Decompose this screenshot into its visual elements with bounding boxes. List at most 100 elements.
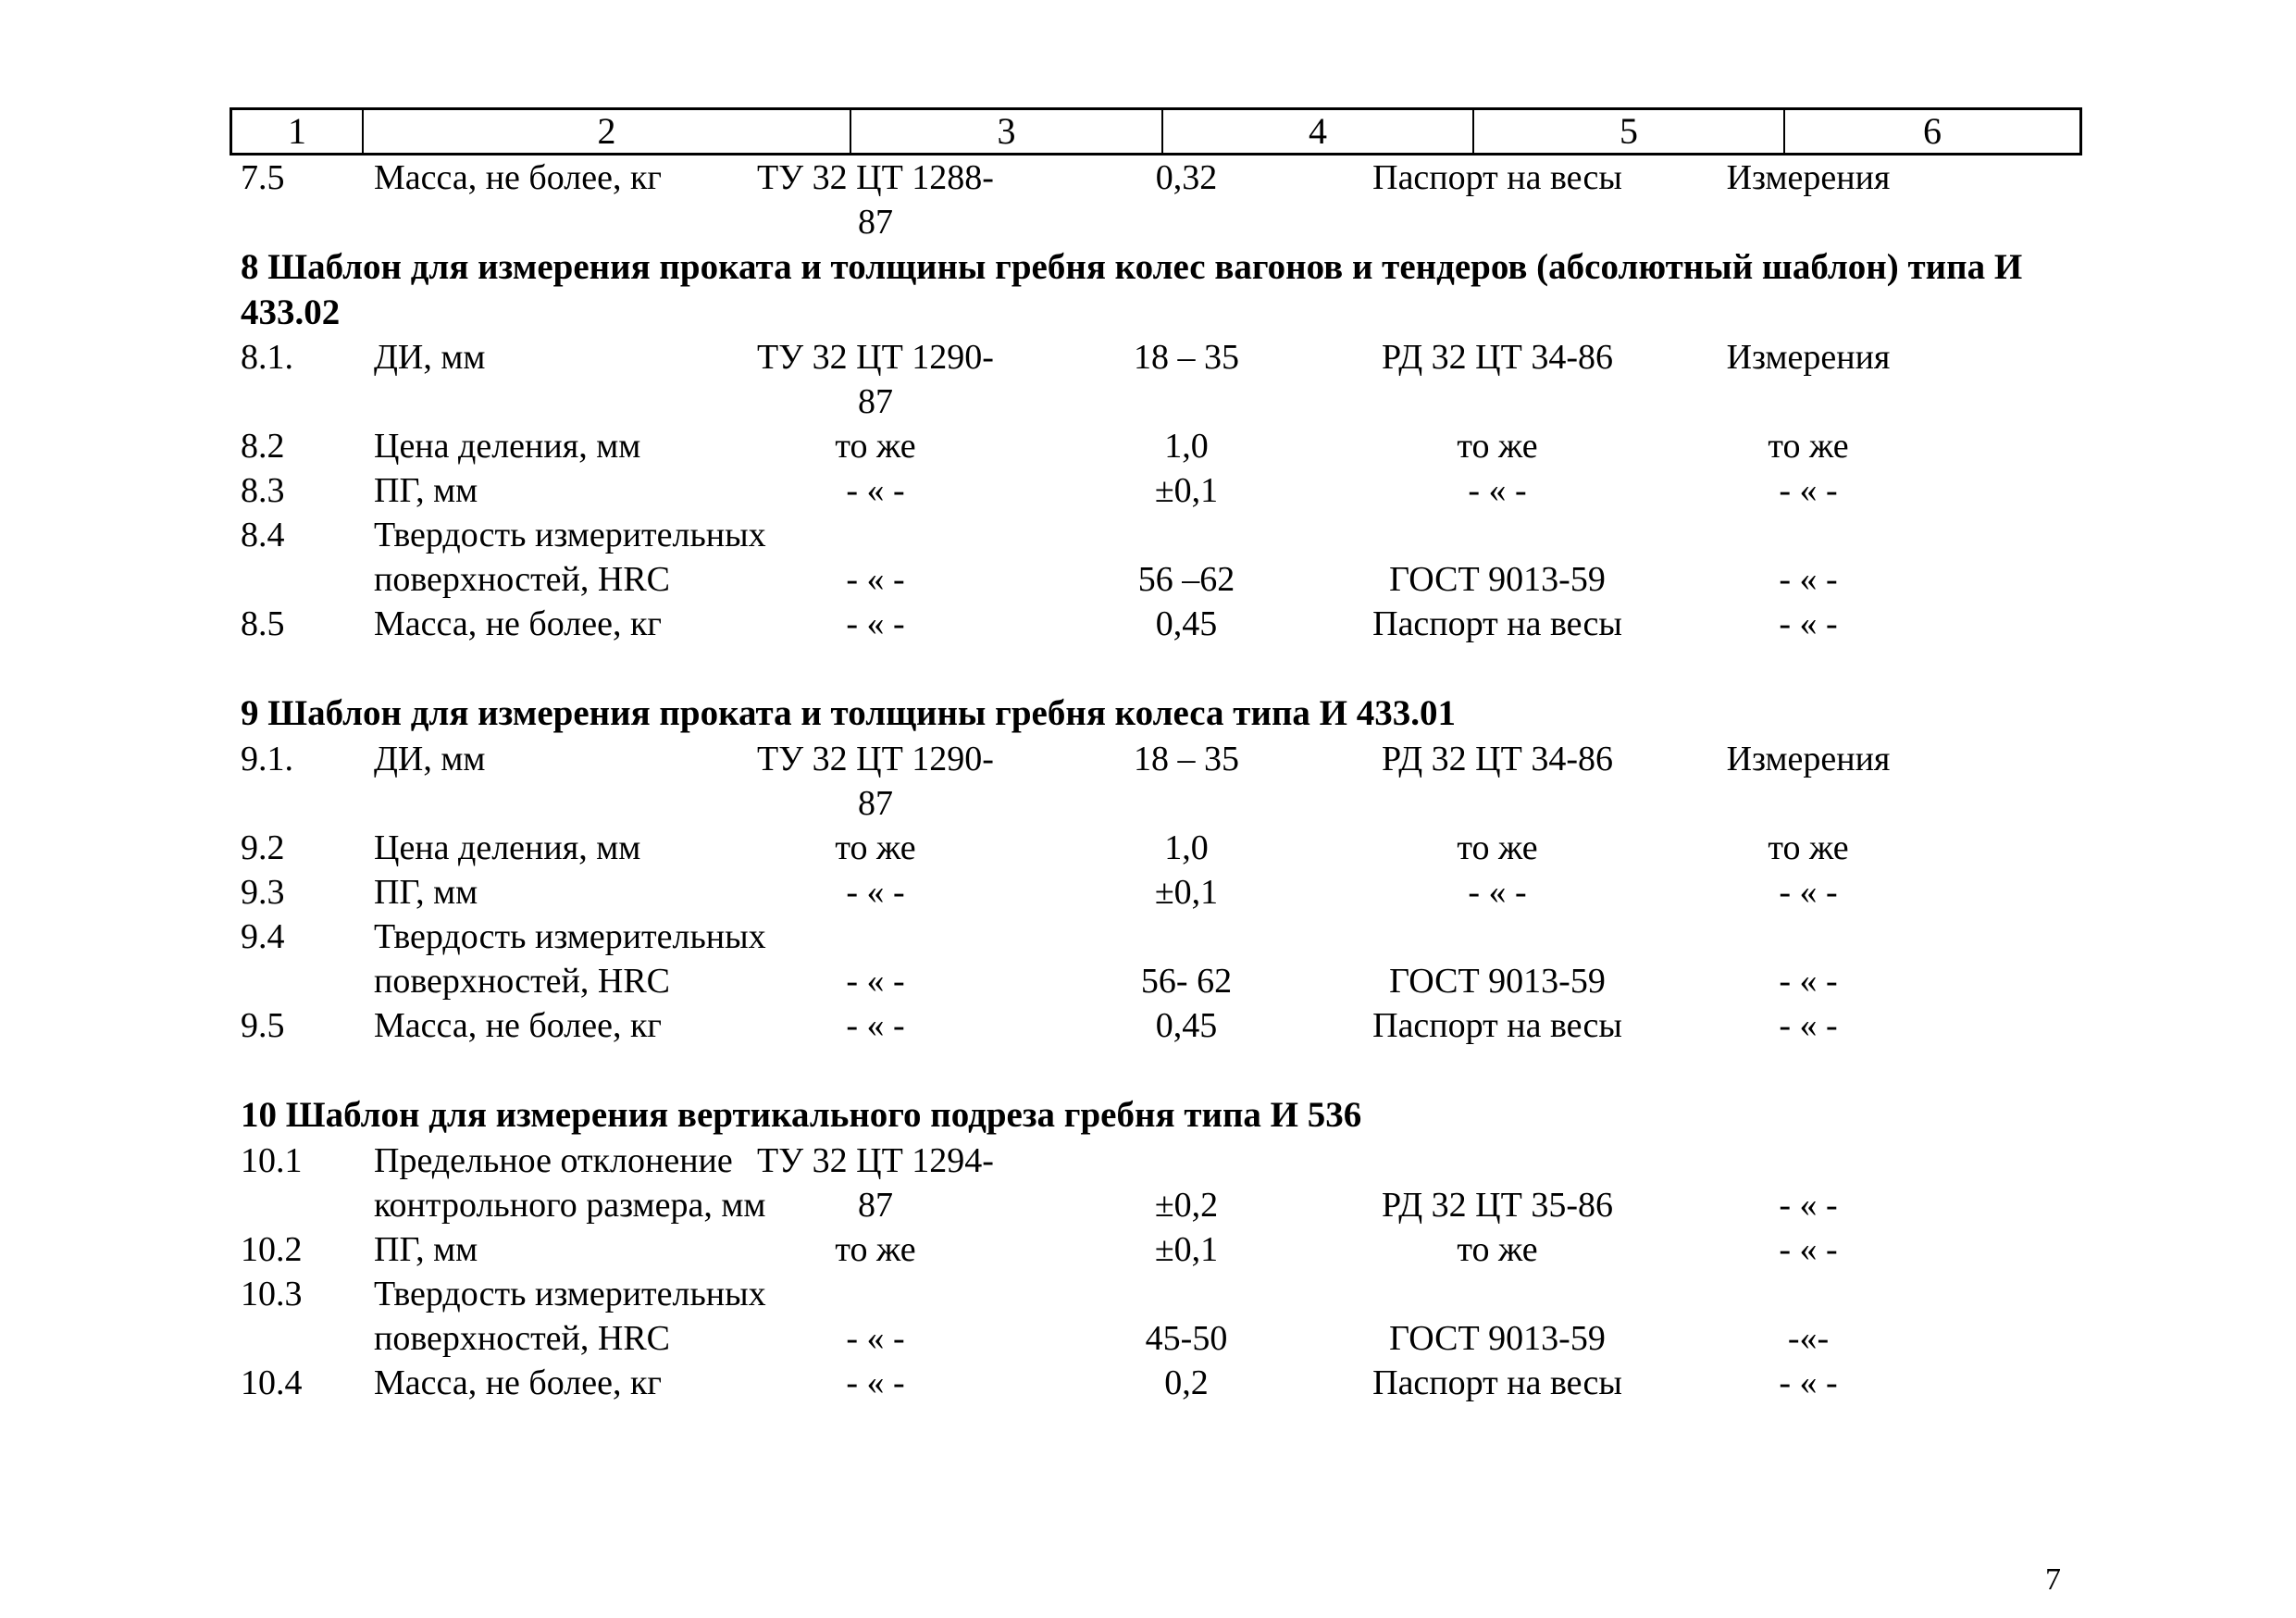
row-number: 7.5 (241, 158, 285, 197)
row-type: - « - (1779, 1363, 1838, 1402)
row-value: 0,45 (1155, 1006, 1218, 1045)
table-row: 8.3 ПГ, мм - « - ±0,1 - « - - « - (230, 468, 2082, 513)
row-type: - « - (1779, 604, 1838, 643)
row-type: Измерения (1726, 158, 1891, 197)
row-method: Паспорт на весы (1372, 1006, 1622, 1045)
table-row: 10.2 ПГ, мм то же ±0,1 то же - « - (230, 1227, 2082, 1272)
table-row: 8.2 Цена деления, мм то же 1,0 то же то … (230, 424, 2082, 468)
row-document: ТУ 32 ЦТ 1294- 87 (757, 1141, 994, 1225)
section-title-9: 9 Шаблон для измерения проката и толщины… (241, 693, 1456, 733)
row-type: - « - (1779, 873, 1838, 912)
row-document: - « - (846, 1006, 905, 1045)
row-method: ГОСТ 9013-59 (1389, 962, 1606, 1001)
row-parameter: Предельное отклонение контрольного размер… (374, 1141, 766, 1225)
row-number: 9.5 (241, 1006, 285, 1045)
row-document: ТУ 32 ЦТ 1290- 87 (757, 740, 994, 823)
row-value: ±0,1 (1154, 873, 1219, 912)
row-type: то же (1768, 828, 1849, 867)
row-document: - « - (846, 962, 905, 1001)
row-number: 8.1. (241, 338, 293, 377)
table-row: 9.1. ДИ, мм ТУ 32 ЦТ 1290- 87 18 – 35 РД … (230, 737, 2082, 826)
row-type: - « - (1779, 560, 1838, 599)
row-value: 0,32 (1155, 158, 1218, 197)
row-number: 9.2 (241, 828, 285, 867)
page-number: 7 (2045, 1562, 2061, 1597)
row-number: 10.1 (241, 1141, 303, 1180)
row-type: -«- (1787, 1319, 1830, 1358)
row-value: 18 – 35 (1134, 338, 1239, 377)
row-type: Измерения (1726, 740, 1891, 778)
header-col-1: 1 (232, 110, 364, 153)
row-value: 0,2 (1164, 1363, 1209, 1402)
row-method: Паспорт на весы (1372, 604, 1622, 643)
row-parameter: Цена деления, мм (374, 427, 641, 466)
table-row: 9.3 ПГ, мм - « - ±0,1 - « - - « - (230, 870, 2082, 915)
header-col-5: 5 (1474, 110, 1785, 153)
row-number: 9.3 (241, 873, 285, 912)
row-type: - « - (1779, 1006, 1838, 1045)
table-row: 10.3 Твердость измерительных поверхностей… (230, 1272, 2082, 1361)
row-method: ГОСТ 9013-59 (1389, 1319, 1606, 1358)
row-number: 9.1. (241, 740, 293, 778)
row-number: 10.4 (241, 1363, 303, 1402)
row-value: ±0,1 (1154, 1230, 1219, 1269)
row-number: 8.3 (241, 471, 285, 510)
row-number: 10.3 (241, 1275, 303, 1313)
row-method: то же (1457, 828, 1538, 867)
table-row: 8.4 Твердость измерительных поверхностей,… (230, 513, 2082, 602)
row-type: - « - (1779, 471, 1838, 510)
row-value: 1,0 (1164, 427, 1209, 466)
row-document: то же (835, 427, 916, 466)
row-document: ТУ 32 ЦТ 1290- 87 (757, 338, 994, 421)
row-method: ГОСТ 9013-59 (1389, 560, 1606, 599)
row-method: то же (1457, 427, 1538, 466)
row-parameter: ДИ, мм (374, 740, 486, 778)
row-value: ±0,1 (1154, 471, 1219, 510)
row-parameter: ПГ, мм (374, 1230, 478, 1269)
row-method: то же (1457, 1230, 1538, 1269)
row-document: ТУ 32 ЦТ 1288- 87 (757, 158, 994, 242)
table-body: 7.5 Масса, не более, кг ТУ 32 ЦТ 1288- 87… (230, 156, 2082, 1405)
row-method: РД 32 ЦТ 34-86 (1381, 740, 1613, 778)
row-type: - « - (1779, 1230, 1838, 1269)
table-row: 7.5 Масса, не более, кг ТУ 32 ЦТ 1288- 87… (230, 156, 2082, 244)
row-value: 45-50 (1145, 1319, 1228, 1358)
row-number: 10.2 (241, 1230, 303, 1269)
row-number: 8.4 (241, 516, 285, 554)
table-header: 1 2 3 4 5 6 (230, 107, 2082, 156)
header-col-6: 6 (1923, 110, 1942, 152)
row-value: 0,45 (1155, 604, 1218, 643)
row-value: 56- 62 (1140, 962, 1233, 1001)
row-method: Паспорт на весы (1372, 1363, 1622, 1402)
row-value: 56 –62 (1137, 560, 1235, 599)
row-parameter: Твердость измерительных поверхностей, HRC (374, 516, 766, 599)
header-col-2: 2 (364, 110, 851, 153)
row-parameter: Масса, не более, кг (374, 1006, 662, 1045)
table-row: 9.4 Твердость измерительных поверхностей,… (230, 915, 2082, 1003)
row-number: 9.4 (241, 917, 285, 956)
row-type: Измерения (1726, 338, 1891, 377)
row-type: - « - (1779, 962, 1838, 1001)
row-parameter: Твердость измерительных поверхностей, HRC (374, 917, 766, 1001)
table-row: 8.5 Масса, не более, кг - « - 0,45 Паспо… (230, 602, 2082, 691)
section-title-10: 10 Шаблон для измерения вертикального по… (241, 1095, 1362, 1135)
row-parameter: ДИ, мм (374, 338, 486, 377)
row-type: то же (1768, 427, 1849, 466)
row-method: - « - (1468, 471, 1527, 510)
row-value: 1,0 (1164, 828, 1209, 867)
row-document: - « - (846, 1363, 905, 1402)
table-row: 10.4 Масса, не более, кг - « - 0,2 Паспо… (230, 1361, 2082, 1405)
row-document: - « - (846, 1319, 905, 1358)
row-number: 8.5 (241, 604, 285, 643)
header-col-3: 3 (851, 110, 1163, 153)
row-document: - « - (846, 873, 905, 912)
row-document: то же (835, 828, 916, 867)
section-title-8: 8 Шаблон для измерения проката и толщины… (241, 247, 2023, 332)
row-method: РД 32 ЦТ 35-86 (1381, 1186, 1613, 1225)
table-row: 8.1. ДИ, мм ТУ 32 ЦТ 1290- 87 18 – 35 РД … (230, 335, 2082, 424)
row-parameter: Твердость измерительных поверхностей, HRC (374, 1275, 766, 1358)
table-row: 9.2 Цена деления, мм то же 1,0 то же то … (230, 826, 2082, 870)
row-parameter: ПГ, мм (374, 471, 478, 510)
row-parameter: ПГ, мм (374, 873, 478, 912)
